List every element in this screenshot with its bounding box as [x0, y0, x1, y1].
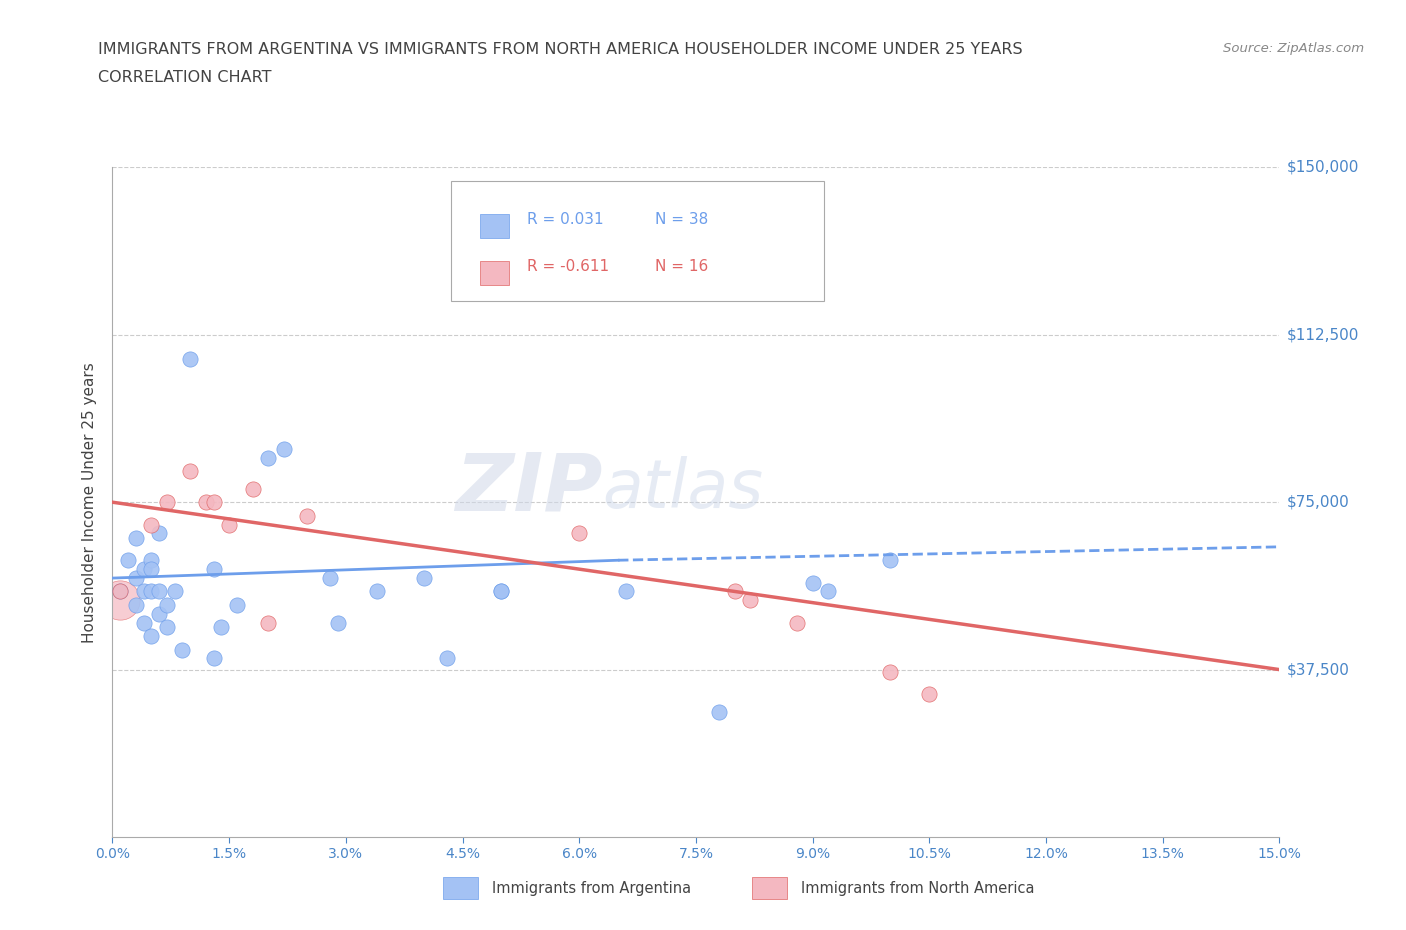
Point — [879, 664, 901, 679]
Point — [918, 686, 941, 701]
Point — [148, 526, 170, 541]
Point — [141, 552, 163, 567]
Point — [117, 552, 139, 567]
Point — [202, 495, 225, 510]
Point — [614, 584, 637, 599]
Point — [156, 597, 179, 612]
Point — [125, 571, 148, 586]
Text: IMMIGRANTS FROM ARGENTINA VS IMMIGRANTS FROM NORTH AMERICA HOUSEHOLDER INCOME UN: IMMIGRANTS FROM ARGENTINA VS IMMIGRANTS … — [98, 42, 1024, 57]
Point — [141, 629, 163, 644]
Point — [172, 642, 194, 657]
Point — [110, 584, 132, 599]
Point — [709, 705, 731, 720]
Point — [242, 482, 264, 497]
FancyBboxPatch shape — [479, 214, 509, 238]
Point — [817, 584, 839, 599]
Point — [491, 584, 513, 599]
Point — [295, 508, 318, 523]
Text: $37,500: $37,500 — [1286, 662, 1350, 677]
Point — [163, 584, 186, 599]
Point — [125, 530, 148, 545]
Point — [218, 517, 240, 532]
Point — [110, 593, 132, 608]
Point — [179, 352, 201, 366]
Point — [141, 517, 163, 532]
Point — [273, 441, 295, 456]
Point — [412, 571, 434, 586]
Point — [125, 597, 148, 612]
Point — [740, 593, 762, 608]
Text: R = -0.611: R = -0.611 — [527, 259, 609, 274]
Text: ZIP: ZIP — [456, 450, 603, 528]
Point — [209, 619, 232, 634]
Point — [568, 526, 591, 541]
Text: Immigrants from North America: Immigrants from North America — [801, 881, 1035, 896]
FancyBboxPatch shape — [479, 260, 509, 285]
Text: $150,000: $150,000 — [1286, 160, 1358, 175]
Point — [194, 495, 217, 510]
Point — [226, 597, 249, 612]
Point — [319, 571, 342, 586]
Point — [366, 584, 388, 599]
Point — [257, 450, 280, 465]
Point — [326, 616, 349, 631]
Text: atlas: atlas — [603, 456, 763, 522]
Point — [156, 495, 179, 510]
Text: Immigrants from Argentina: Immigrants from Argentina — [492, 881, 692, 896]
Text: CORRELATION CHART: CORRELATION CHART — [98, 70, 271, 85]
Text: N = 16: N = 16 — [655, 259, 709, 274]
Point — [724, 584, 747, 599]
Point — [148, 584, 170, 599]
Text: $75,000: $75,000 — [1286, 495, 1350, 510]
Point — [801, 575, 824, 590]
Point — [110, 584, 132, 599]
FancyBboxPatch shape — [451, 180, 824, 301]
Point — [132, 562, 155, 577]
Point — [141, 584, 163, 599]
Point — [141, 562, 163, 577]
Point — [156, 619, 179, 634]
Point — [786, 616, 808, 631]
Text: $112,500: $112,500 — [1286, 327, 1358, 342]
Text: R = 0.031: R = 0.031 — [527, 212, 603, 227]
Point — [148, 606, 170, 621]
Point — [202, 651, 225, 666]
Point — [132, 616, 155, 631]
Point — [879, 552, 901, 567]
Point — [436, 651, 458, 666]
Point — [491, 584, 513, 599]
Point — [257, 616, 280, 631]
Point — [202, 562, 225, 577]
Y-axis label: Householder Income Under 25 years: Householder Income Under 25 years — [82, 362, 97, 643]
Point — [179, 463, 201, 478]
Text: Source: ZipAtlas.com: Source: ZipAtlas.com — [1223, 42, 1364, 55]
Point — [132, 584, 155, 599]
Text: N = 38: N = 38 — [655, 212, 709, 227]
